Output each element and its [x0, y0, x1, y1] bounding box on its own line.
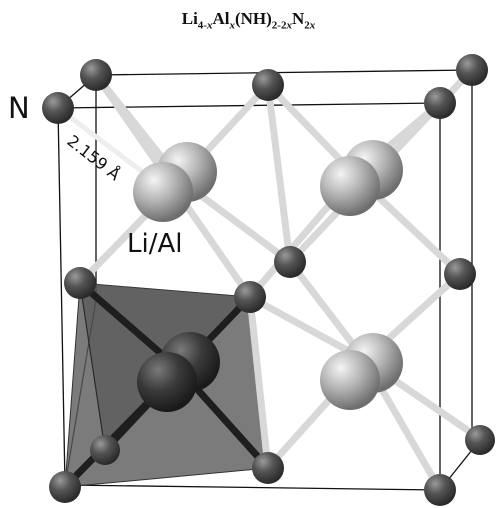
cell-edge	[95, 69, 473, 76]
n-atom	[444, 258, 476, 290]
figure-title: Li4-xAlx(NH)2-2xN2x	[0, 9, 497, 31]
cell-edge	[64, 484, 441, 491]
n-atom	[465, 425, 495, 455]
nitrogen-atoms	[42, 54, 495, 506]
title-sub-n: 2x	[304, 19, 315, 31]
n-atom	[64, 267, 96, 299]
cation-atom	[320, 350, 380, 410]
n-atom	[424, 474, 456, 506]
cation-site-label: Li/Al	[127, 229, 182, 259]
title-sub-nh-var: x	[286, 19, 292, 32]
n-atom	[234, 281, 266, 313]
title-sub-n-var: x	[309, 19, 316, 32]
n-atom	[252, 69, 284, 101]
title-sub-nh: 2-2x	[272, 19, 292, 31]
n-atom	[80, 59, 112, 91]
title-sub-nh-num: 2-2	[271, 19, 287, 32]
bond-length-label: 2.159 Å	[64, 131, 124, 184]
title-al: Al	[212, 9, 230, 28]
cation-atoms	[133, 140, 403, 412]
bond	[246, 293, 369, 364]
tetrahedron-edge	[79, 282, 106, 451]
bond	[246, 293, 272, 472]
title-nh: (NH)	[234, 9, 272, 28]
title-li: Li	[181, 9, 198, 28]
n-atom	[90, 435, 120, 465]
n-atom	[252, 452, 284, 484]
title-sub-al: x	[229, 19, 235, 31]
n-atom	[42, 92, 74, 124]
cell-edge	[57, 107, 66, 486]
title-sub-al-var: x	[229, 19, 235, 32]
n-atom	[274, 246, 306, 278]
title-sub-li: 4-x	[198, 19, 213, 31]
cation-atom	[320, 156, 380, 216]
title-n: N	[291, 9, 305, 28]
bond	[264, 81, 294, 266]
cation-atom	[133, 162, 193, 222]
cation-atom-shaded	[137, 352, 197, 412]
title-sub-n-num: 2	[304, 19, 310, 32]
title-sub-li-var: x	[206, 19, 213, 32]
n-atom	[49, 471, 81, 503]
title-sub-li-num: 4-	[197, 19, 207, 32]
n-atom	[424, 87, 456, 119]
n-atom	[456, 54, 488, 86]
nitrogen-label: N	[8, 91, 30, 125]
